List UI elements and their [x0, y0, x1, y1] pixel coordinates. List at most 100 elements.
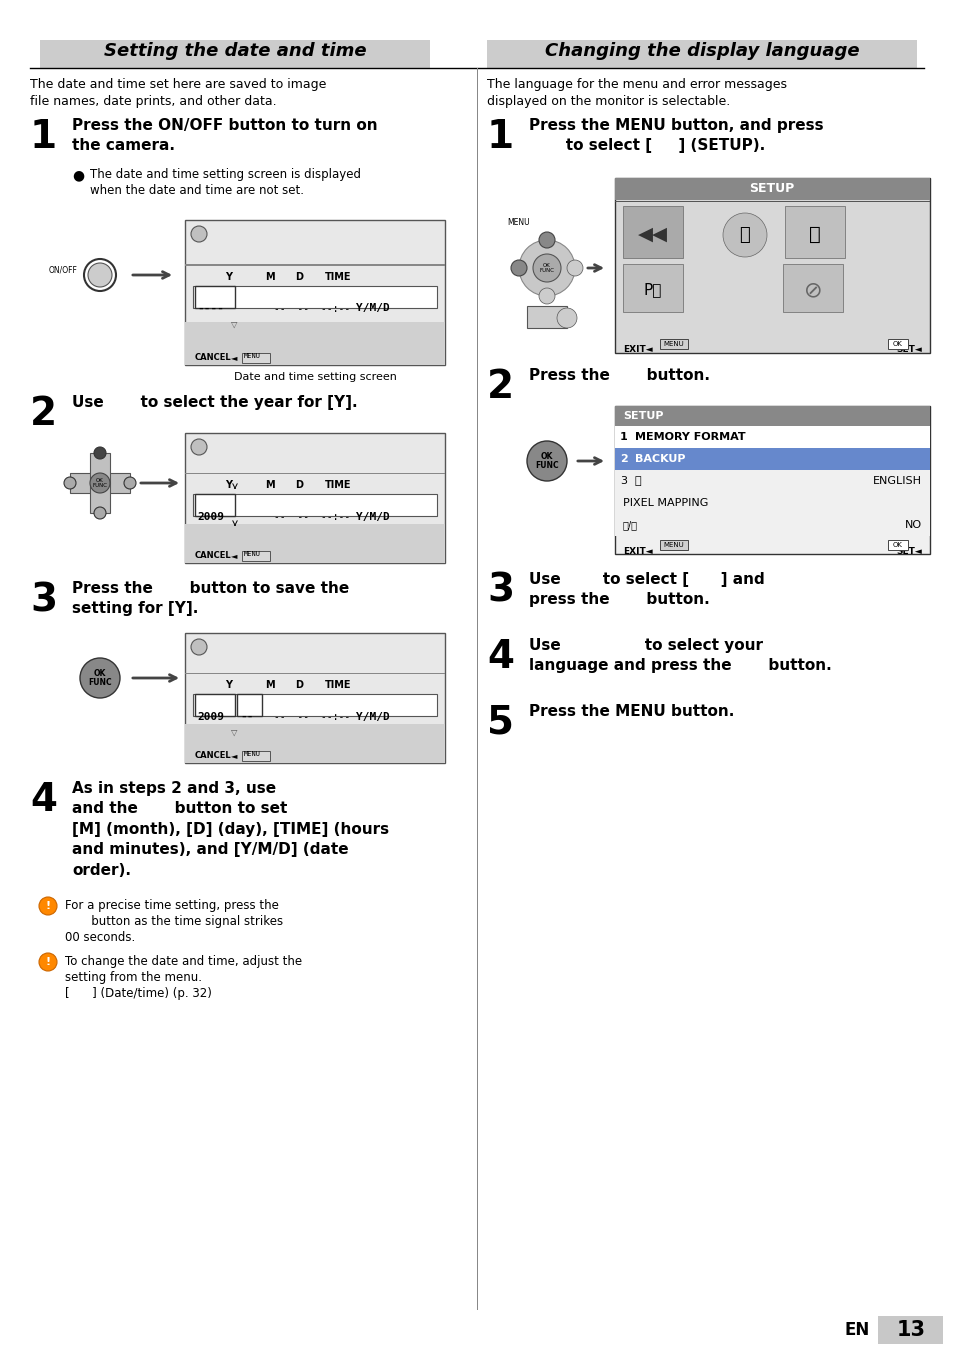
Text: 3: 3: [619, 476, 626, 486]
Text: EXIT◄: EXIT◄: [622, 547, 652, 555]
Text: D: D: [294, 680, 303, 689]
Text: ◄: ◄: [231, 353, 237, 362]
Bar: [100, 474, 130, 493]
Text: Press the       button to save the
setting for [Y].: Press the button to save the setting for…: [71, 581, 349, 616]
Bar: [193, 494, 436, 516]
Text: 2: 2: [486, 368, 514, 406]
Text: 🌐: 🌐: [635, 476, 641, 486]
Text: ◄: ◄: [231, 551, 237, 560]
Text: 📷: 📷: [739, 227, 750, 244]
Text: --  --  --:--: -- -- --:--: [268, 304, 350, 313]
Text: ●: ●: [71, 168, 84, 182]
Text: !: !: [46, 901, 51, 911]
Text: Press the MENU button, and press
       to select [     ] (SETUP).: Press the MENU button, and press to sele…: [529, 118, 822, 153]
Circle shape: [64, 478, 76, 489]
Text: 🔵/🔴: 🔵/🔴: [622, 520, 638, 531]
Text: The date and time set here are saved to image
file names, date prints, and other: The date and time set here are saved to …: [30, 77, 326, 109]
Text: CANCEL: CANCEL: [194, 551, 232, 560]
Text: Press the ON/OFF button to turn on
the camera.: Press the ON/OFF button to turn on the c…: [71, 118, 377, 153]
Bar: [90, 483, 110, 513]
Circle shape: [566, 261, 582, 275]
Text: To change the date and time, adjust the
setting from the menu.
[      ] (Date/ti: To change the date and time, adjust the …: [65, 955, 302, 1000]
Bar: [615, 493, 929, 514]
Bar: [193, 693, 436, 716]
Circle shape: [84, 259, 116, 290]
Text: Y: Y: [225, 271, 232, 281]
Bar: [615, 178, 929, 353]
Text: As in steps 2 and 3, use        
and the       button to set
[M] (month), [D] (d: As in steps 2 and 3, use and the button …: [71, 782, 389, 878]
Text: PIXEL MAPPING: PIXEL MAPPING: [622, 498, 708, 508]
Circle shape: [518, 240, 575, 296]
Circle shape: [39, 897, 57, 915]
Text: Changing the display language: Changing the display language: [544, 42, 859, 60]
Text: For a precise time setting, press the
       button as the time signal strikes
0: For a precise time setting, press the bu…: [65, 898, 283, 944]
Circle shape: [538, 232, 555, 248]
Text: MENU: MENU: [244, 353, 261, 360]
Text: 3: 3: [30, 581, 57, 619]
Text: MENU: MENU: [244, 551, 261, 556]
Text: ◀◀: ◀◀: [638, 224, 667, 243]
Bar: [887, 540, 907, 550]
Bar: [242, 551, 270, 560]
Circle shape: [94, 446, 106, 459]
Bar: [615, 426, 929, 448]
Text: Use       to select the year for [Y].: Use to select the year for [Y].: [71, 395, 357, 410]
Text: Press the MENU button.: Press the MENU button.: [529, 704, 734, 719]
Text: TIME: TIME: [325, 271, 351, 281]
Bar: [615, 406, 929, 554]
Text: ENGLISH: ENGLISH: [872, 476, 921, 486]
Circle shape: [557, 308, 577, 328]
Bar: [90, 453, 110, 483]
Text: MENU: MENU: [507, 218, 530, 227]
Bar: [185, 265, 444, 266]
Text: BACKUP: BACKUP: [635, 455, 685, 464]
Bar: [185, 725, 444, 763]
Text: 4: 4: [486, 638, 514, 676]
Text: Y: Y: [225, 680, 232, 689]
Bar: [615, 470, 929, 493]
Circle shape: [511, 261, 526, 275]
Text: CANCEL: CANCEL: [194, 750, 232, 760]
Text: △: △: [231, 693, 237, 702]
Bar: [615, 514, 929, 536]
Text: ▽: ▽: [231, 319, 237, 328]
Text: 2: 2: [619, 455, 627, 464]
Bar: [40, 39, 430, 68]
Circle shape: [526, 441, 566, 480]
Bar: [185, 524, 444, 563]
Bar: [622, 206, 682, 258]
Circle shape: [191, 639, 207, 655]
Circle shape: [191, 227, 207, 242]
Text: SETUP: SETUP: [622, 411, 662, 421]
Bar: [193, 285, 436, 308]
Text: EN: EN: [843, 1320, 869, 1339]
Bar: [70, 474, 100, 493]
Circle shape: [533, 254, 560, 282]
Text: SETUP: SETUP: [749, 182, 794, 195]
Text: MENU: MENU: [244, 750, 261, 757]
Bar: [486, 39, 916, 68]
Bar: [782, 265, 842, 312]
Text: Y/M/D: Y/M/D: [355, 304, 390, 313]
Text: M: M: [265, 480, 274, 490]
Text: Y/M/D: Y/M/D: [355, 712, 390, 722]
Circle shape: [722, 213, 766, 256]
Bar: [615, 201, 929, 202]
Bar: [194, 693, 234, 716]
Text: ◄: ◄: [231, 750, 237, 760]
Bar: [615, 448, 929, 470]
Bar: [659, 339, 687, 349]
Circle shape: [39, 953, 57, 972]
Text: MEMORY FORMAT: MEMORY FORMAT: [635, 432, 745, 442]
Text: !: !: [46, 957, 51, 968]
Text: Date and time setting screen: Date and time setting screen: [233, 372, 396, 383]
Text: 1: 1: [30, 118, 57, 156]
Text: OK
FUNC: OK FUNC: [88, 669, 112, 688]
Bar: [242, 750, 270, 761]
Circle shape: [94, 508, 106, 518]
Text: TIME: TIME: [325, 680, 351, 689]
Text: 2009: 2009: [196, 512, 224, 522]
Text: OK
FUNC: OK FUNC: [92, 478, 108, 489]
Text: SET◄: SET◄: [895, 547, 921, 555]
Text: Use                to select your
language and press the       button.: Use to select your language and press th…: [529, 638, 831, 673]
